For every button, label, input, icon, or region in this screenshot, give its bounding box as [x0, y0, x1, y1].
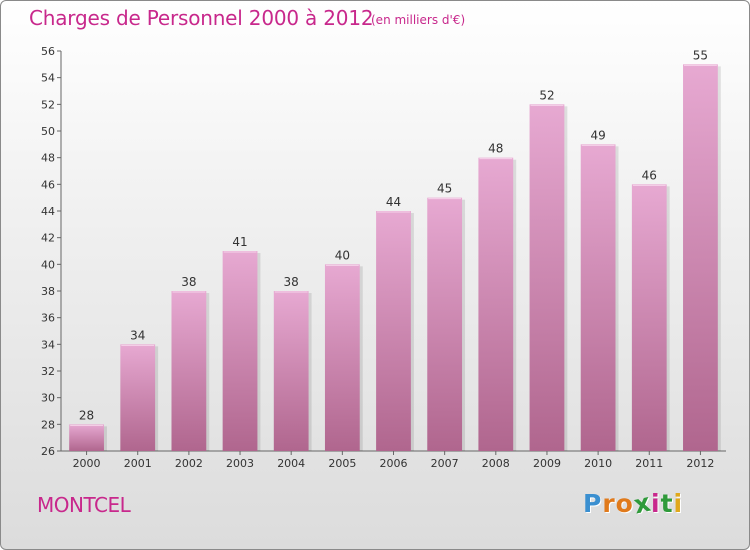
y-tick-label: 30: [41, 392, 55, 405]
x-tick-label-2001: 2001: [124, 457, 152, 470]
data-label-2002: 38: [181, 275, 196, 289]
data-label-2006: 44: [386, 195, 401, 209]
bar-2012: [683, 64, 718, 452]
x-tick-label-2007: 2007: [431, 457, 459, 470]
data-label-2009: 52: [539, 88, 554, 102]
logo-letter: i: [651, 489, 661, 518]
y-tick-label: 50: [41, 125, 55, 138]
x-tick-label-2012: 2012: [686, 457, 714, 470]
x-tick-label-2003: 2003: [226, 457, 254, 470]
y-tick-label: 46: [41, 178, 55, 191]
x-tick-label-2009: 2009: [533, 457, 561, 470]
logo-letter: P: [583, 489, 603, 518]
logo-letter: r: [602, 489, 616, 518]
chart-subtitle: (en milliers d'€): [371, 13, 466, 27]
chart-title: Charges de Personnel 2000 à 2012: [29, 6, 374, 30]
x-tick-label-2002: 2002: [175, 457, 203, 470]
x-tick-label-2010: 2010: [584, 457, 612, 470]
x-tick-label-2008: 2008: [482, 457, 510, 470]
data-label-2012: 55: [693, 48, 708, 62]
bar-2002: [171, 291, 207, 451]
data-label-2001: 34: [130, 328, 145, 342]
y-tick-label: 28: [41, 418, 55, 431]
data-label-2008: 48: [488, 142, 503, 156]
commune-name: MONTCEL: [37, 493, 131, 517]
chart-axes: 26 28 30 32 34 36 38 40 42 44 46 48 50 52 54 56 2000 2001…: [41, 45, 726, 470]
y-tick-label: 44: [41, 205, 55, 218]
y-tick-label: 34: [41, 338, 55, 351]
y-tick-label: 54: [41, 72, 55, 85]
y-tick-label: 32: [41, 365, 55, 378]
proxiti-logo: Proxiti: [583, 488, 684, 520]
logo-letter: o: [615, 489, 634, 518]
y-tick-label: 56: [41, 45, 55, 58]
bar-2007: [427, 197, 463, 451]
data-label-2000: 28: [79, 408, 94, 422]
bar-2009: [529, 104, 565, 451]
bar-2006: [376, 211, 411, 451]
data-label-2011: 46: [642, 168, 657, 182]
x-tick-label-2005: 2005: [328, 457, 356, 470]
y-tick-label: 38: [41, 285, 55, 298]
x-tick-label-2004: 2004: [277, 457, 305, 470]
logo-letter: i: [673, 489, 684, 518]
logo-letter: t: [660, 489, 674, 518]
chart-bars: [69, 64, 721, 452]
bar-2005: [324, 264, 360, 451]
data-label-2007: 45: [437, 182, 452, 196]
bar-2003: [222, 251, 258, 451]
bar-2010: [580, 144, 616, 452]
bar-2000: [69, 424, 104, 451]
x-tick-label-2011: 2011: [635, 457, 663, 470]
bar-2008: [478, 157, 514, 451]
y-tick-label: 36: [41, 312, 55, 325]
x-tick-label-2000: 2000: [73, 457, 101, 470]
y-tick-label: 40: [41, 258, 55, 271]
data-label-2010: 49: [590, 128, 605, 142]
data-label-2005: 40: [335, 248, 350, 262]
y-tick-label: 48: [41, 152, 55, 165]
data-label-2003: 41: [232, 235, 247, 249]
bar-2011: [631, 184, 667, 452]
bar-2004: [273, 291, 309, 451]
bar-2001: [120, 344, 156, 451]
y-tick-label: 26: [41, 445, 55, 458]
data-label-2004: 38: [284, 275, 299, 289]
chart-data-labels: 28 34 38 41 38 40 44 45 48 52 49 46 55: [79, 48, 708, 422]
y-tick-label: 42: [41, 232, 55, 245]
x-tick-label-2006: 2006: [380, 457, 408, 470]
y-tick-label: 52: [41, 98, 55, 111]
